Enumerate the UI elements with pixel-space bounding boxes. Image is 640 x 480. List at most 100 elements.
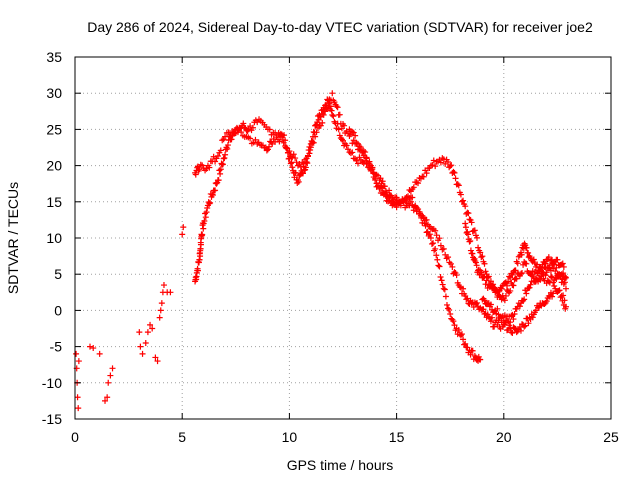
data-point-interp <box>553 276 560 283</box>
data-point-interp <box>442 160 449 167</box>
data-point-interp <box>307 144 314 151</box>
data-point-interp <box>227 131 234 138</box>
data-point-interp <box>433 232 440 239</box>
data-point-interp <box>294 180 301 187</box>
data-point-interp <box>490 281 497 288</box>
data-point-interp <box>511 325 518 332</box>
data-point-interp <box>423 229 430 236</box>
x-tick-label: 15 <box>389 429 405 445</box>
data-point-interp <box>476 247 483 254</box>
data-point-interp <box>450 318 457 325</box>
data-point-interp <box>430 226 437 233</box>
data-point-interp <box>287 160 294 167</box>
data-point-interp <box>430 157 437 164</box>
data-point-interp <box>513 275 520 282</box>
data-point-interp <box>333 125 340 132</box>
data-point-interp <box>304 153 311 160</box>
data-point-interp <box>438 277 445 284</box>
data-point-interp <box>521 296 528 303</box>
data-point-interp <box>450 168 457 175</box>
data-point-interp <box>338 136 345 143</box>
data-point-interp <box>435 158 442 165</box>
data-point-interp <box>279 132 286 139</box>
data-point-interp <box>214 153 221 160</box>
data-point-interp <box>436 235 443 242</box>
data-point-interp <box>280 139 287 146</box>
data-point-interp <box>549 293 556 300</box>
data-point-interp <box>247 135 254 142</box>
data-point-interp <box>460 285 467 292</box>
data-point-interp <box>479 253 486 260</box>
data-point-interp <box>451 322 458 329</box>
data-point <box>222 151 229 158</box>
y-tick-label: 0 <box>54 302 62 318</box>
data-point-interp <box>549 256 556 263</box>
data-point-interp <box>523 290 530 297</box>
data-point-interp <box>562 305 569 312</box>
data-point-interp <box>409 194 416 201</box>
data-point-interp <box>560 301 567 308</box>
data-point-interp <box>426 165 433 172</box>
data-point-interp <box>506 273 513 280</box>
data-point-interp <box>458 331 465 338</box>
data-point <box>487 318 494 325</box>
data-point-interp <box>439 246 446 253</box>
data-point <box>139 350 146 357</box>
data-point-interp <box>219 161 226 168</box>
data-point-interp <box>456 189 463 196</box>
data-point-interp <box>463 296 470 303</box>
data-point-interp <box>292 155 299 162</box>
data-point-interp <box>556 287 563 294</box>
data-point-interp <box>349 149 356 156</box>
data-point-interp <box>409 185 416 192</box>
data-point-interp <box>220 155 227 162</box>
y-tick-label: 15 <box>46 194 62 210</box>
data-point-interp <box>437 159 444 166</box>
data-point-interp <box>441 286 448 293</box>
data-point-interp <box>558 261 565 268</box>
data-point <box>179 231 186 238</box>
data-point-interp <box>219 137 226 144</box>
data-point-interp <box>369 166 376 173</box>
data-point-interp <box>454 181 461 188</box>
data-point-interp <box>474 299 480 306</box>
data-point-interp <box>216 167 223 174</box>
data-point <box>156 314 163 321</box>
data-point-interp <box>525 320 532 327</box>
data-point-interp <box>292 170 299 177</box>
data-point-interp <box>283 145 290 152</box>
data-point <box>102 397 109 404</box>
data-point <box>73 350 80 357</box>
data-point-interp <box>288 159 295 166</box>
data-point-interp <box>485 313 492 320</box>
data-point-interp <box>480 306 487 313</box>
data-point-interp <box>430 240 437 247</box>
data-point-interp <box>455 182 462 189</box>
data-point <box>96 350 103 357</box>
x-tick-label: 5 <box>178 429 186 445</box>
data-point-interp <box>561 297 568 304</box>
data-point-interp <box>527 281 534 288</box>
data-point <box>109 365 116 372</box>
data-point-interp <box>453 272 460 279</box>
data-point-interp <box>446 259 453 266</box>
data-point-interp <box>547 258 554 265</box>
data-point-interp <box>547 273 554 280</box>
data-point-interp <box>313 129 320 136</box>
axis-ticks <box>74 56 612 420</box>
data-point-interp <box>520 261 527 268</box>
data-point-interp <box>520 297 527 304</box>
data-point-interp <box>297 171 304 178</box>
data-point-interp <box>478 254 485 261</box>
data-point-interp <box>482 281 489 288</box>
data-point-interp <box>302 156 309 163</box>
data-point-interp <box>297 164 304 171</box>
data-point-interp <box>353 140 360 147</box>
data-point-interp <box>480 274 487 281</box>
data-point-interp <box>403 196 410 203</box>
data-point-interp <box>519 270 526 277</box>
data-point-interp <box>341 122 348 129</box>
data-point-interp <box>481 297 488 304</box>
data-point-interp <box>526 270 533 277</box>
data-point-interp <box>467 247 474 254</box>
